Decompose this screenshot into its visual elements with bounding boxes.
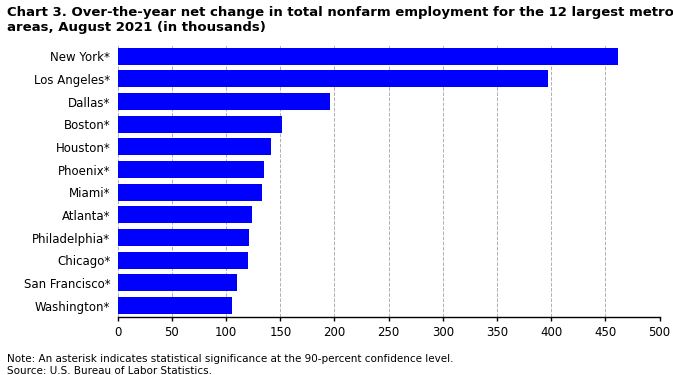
Bar [118,116,283,133]
Bar [118,274,237,291]
Bar [118,93,330,110]
Bar [118,252,248,269]
Bar [118,184,262,201]
Bar [118,70,548,87]
Bar [118,229,249,246]
Text: areas, August 2021 (in thousands): areas, August 2021 (in thousands) [7,21,266,34]
Bar [118,206,252,224]
Bar [118,48,618,65]
Text: Chart 3. Over-the-year net change in total nonfarm employment for the 12 largest: Chart 3. Over-the-year net change in tot… [7,6,673,19]
Text: Note: An asterisk indicates statistical significance at the 90-percent confidenc: Note: An asterisk indicates statistical … [7,354,453,364]
Bar [118,297,232,314]
Bar [118,138,271,156]
Text: Source: U.S. Bureau of Labor Statistics.: Source: U.S. Bureau of Labor Statistics. [7,366,212,375]
Bar [118,161,264,178]
